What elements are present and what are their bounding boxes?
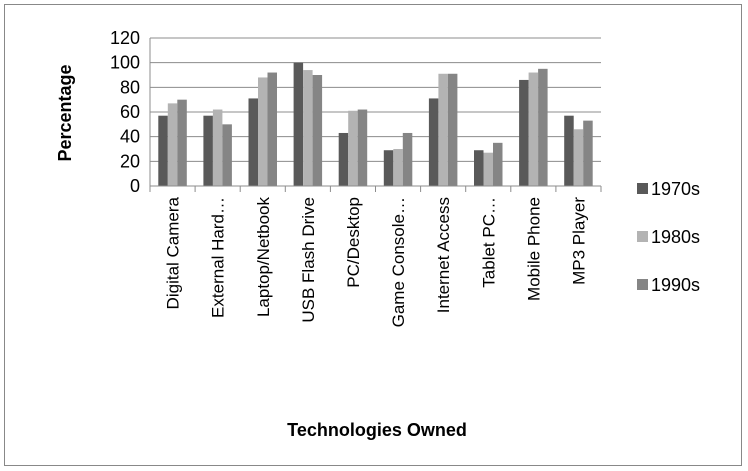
x-tick-label: Laptop/Netbook [254,197,273,318]
bar-1970s-7 [474,150,484,186]
bar-1970s-8 [519,79,529,186]
bar-1990s-8 [538,68,548,186]
legend-label: 1980s [651,227,700,247]
bar-1980s-7 [483,152,493,186]
x-tick-label: Internet Access [434,197,453,313]
legend: 1970s 1980s 1990s [637,179,700,295]
y-axis-title: Percentage [55,64,75,161]
legend-label: 1990s [651,275,700,295]
bar-1980s-3 [303,70,313,186]
bar-1980s-6 [438,73,448,186]
bar-1970s-2 [248,98,258,186]
bar-1970s-6 [428,98,439,186]
bar-1990s-6 [447,73,458,186]
y-tick-label: 0 [130,176,140,196]
bar-1990s-1 [222,124,232,186]
y-tick-label: 100 [110,53,140,73]
bar-1980s-0 [167,103,178,186]
y-tick-label: 60 [120,102,140,122]
x-tick-label: External Hard… [209,197,228,318]
bar-1980s-9 [573,129,584,186]
y-tick-label: 120 [110,28,140,48]
x-tick-labels: Digital Camera External Hard… Laptop/Netbo… [149,185,602,327]
bar-1990s-5 [402,132,413,186]
legend-swatch-1980s [637,231,648,242]
x-tick-label: PC/Desktop [344,197,363,288]
bar-1990s-4 [357,109,368,186]
bar-1980s-4 [348,110,358,186]
x-tick-label: Game Console… [389,197,408,327]
y-tick-label: 40 [120,127,140,147]
legend-swatch-1970s [637,183,648,194]
bar-1980s-5 [393,149,403,186]
x-tick-label: USB Flash Drive [299,197,318,323]
chart-frame [4,4,742,466]
bar-1970s-5 [383,150,394,186]
bars-group [158,62,593,186]
x-tick-label: Digital Camera [164,196,183,309]
bar-1990s-3 [312,75,323,186]
legend-label: 1970s [651,179,700,199]
bar-1970s-3 [293,62,304,186]
y-tick-label: 20 [120,151,140,171]
bar-1990s-2 [267,72,277,186]
y-tick-labels: 0 20 40 60 80 100 120 [110,28,140,196]
legend-swatch-1990s [637,279,648,290]
bar-1970s-4 [338,132,349,186]
bar-1980s-8 [528,72,539,186]
x-tick-label: Tablet PC… [479,197,498,288]
x-tick-label: MP3 Player [569,197,588,285]
bar-1990s-9 [583,120,593,186]
bar-1970s-9 [564,115,574,186]
bar-1980s-1 [212,109,223,186]
bar-1970s-0 [158,115,168,186]
bar-1970s-1 [203,115,213,186]
bar-1980s-2 [258,77,268,186]
x-axis-title: Technologies Owned [287,420,467,440]
bar-1990s-0 [177,99,187,186]
bar-1990s-7 [493,142,503,186]
x-tick-label: Mobile Phone [524,197,543,301]
y-tick-label: 80 [120,77,140,97]
